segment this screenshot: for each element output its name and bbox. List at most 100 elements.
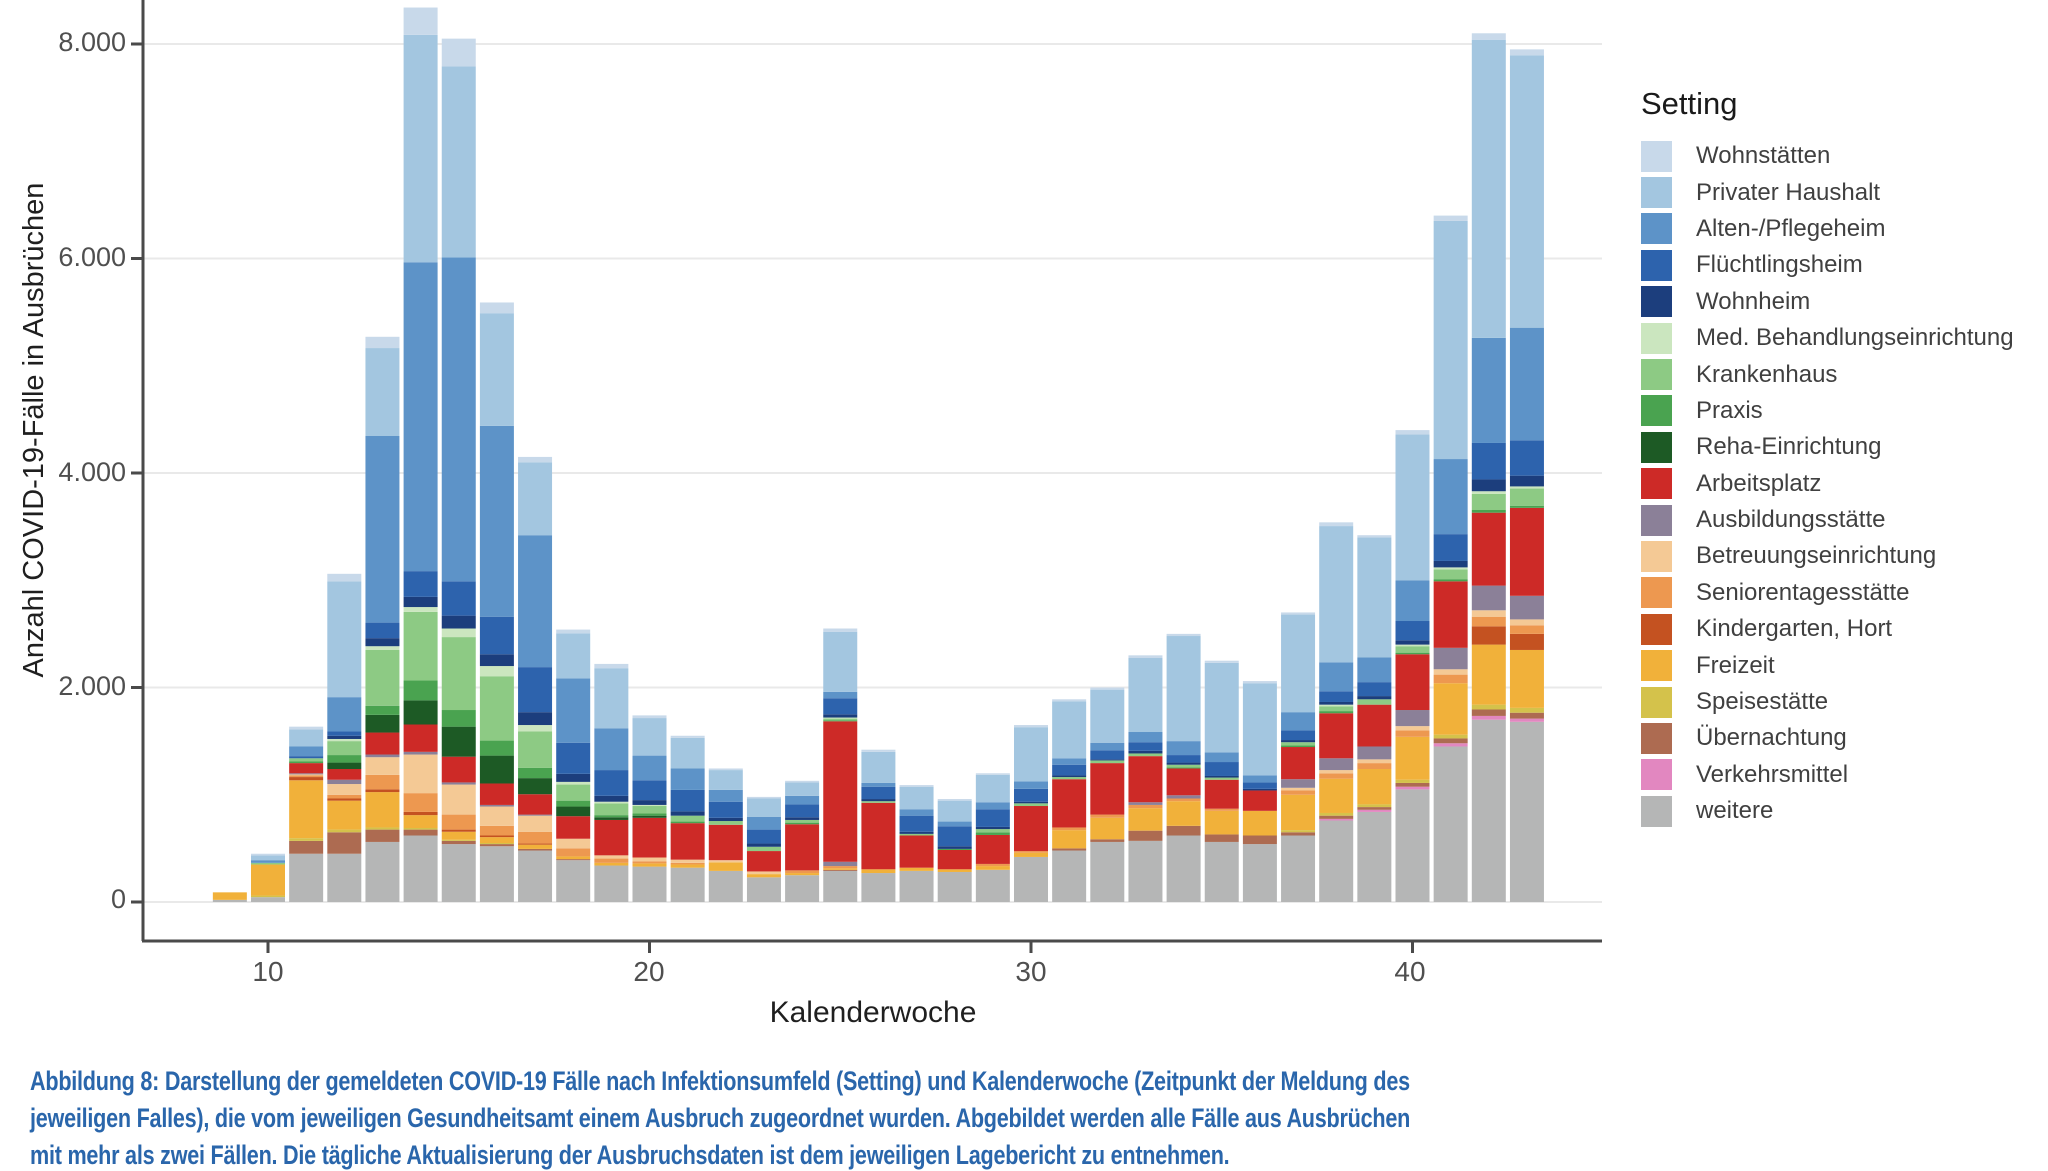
legend-item-16: Speisestätte xyxy=(1641,684,2041,720)
bar-segment-week12 xyxy=(327,784,362,795)
bar-segment-week16 xyxy=(479,740,514,756)
bar-segment-week38 xyxy=(1319,522,1354,527)
bar-segment-week14 xyxy=(403,262,438,572)
bar-segment-week17 xyxy=(518,535,553,668)
bar-segment-week34 xyxy=(1166,762,1201,765)
bar-segment-week35 xyxy=(1204,808,1239,811)
bar-segment-week40 xyxy=(1395,730,1430,737)
bar-segment-week32 xyxy=(1090,750,1125,760)
bar-segment-week11 xyxy=(289,756,324,759)
bar-segment-week13 xyxy=(365,789,400,793)
legend-item-18: Verkehrsmittel xyxy=(1641,757,2041,793)
bar-segment-week14 xyxy=(403,611,438,681)
bar-segment-week34 xyxy=(1166,764,1201,768)
legend-swatch-icon xyxy=(1641,722,1672,754)
bar-segment-week13 xyxy=(365,638,400,647)
bar-segment-week27 xyxy=(899,831,934,834)
bar-segment-week34 xyxy=(1166,636,1201,742)
legend-item-3: Alten-/Pflegeheim xyxy=(1641,211,2041,247)
bar-segment-week41 xyxy=(1433,560,1468,568)
bar-segment-week40 xyxy=(1395,710,1430,727)
bar-segment-week36 xyxy=(1242,790,1277,811)
bar-segment-week26 xyxy=(861,782,896,787)
bar-segment-week42 xyxy=(1471,715,1506,720)
bar-segment-week23 xyxy=(746,874,781,878)
bar-segment-week16 xyxy=(479,755,514,784)
legend-item-label: Verkehrsmittel xyxy=(1696,760,1849,788)
bar-segment-week39 xyxy=(1357,746,1392,760)
bar-segment-week37 xyxy=(1281,779,1316,788)
bar-segment-week40 xyxy=(1395,430,1430,435)
bar-segment-week29 xyxy=(975,802,1010,810)
bar-segment-week28 xyxy=(937,821,972,827)
bar-segment-week38 xyxy=(1319,711,1354,714)
bar-segment-week40 xyxy=(1395,580,1430,622)
bar-segment-week25 xyxy=(823,721,858,862)
bar-segment-week27 xyxy=(899,785,934,787)
bar-segment-week18 xyxy=(556,806,591,817)
bar-segment-week30 xyxy=(1014,806,1048,852)
legend-item-label: Alten-/Pflegeheim xyxy=(1696,214,1886,242)
bar-segment-week14 xyxy=(403,751,438,755)
bar-segment-week26 xyxy=(861,869,896,874)
bar-segment-week26 xyxy=(861,802,896,870)
bar-segment-week37 xyxy=(1281,742,1316,746)
bar-segment-week14 xyxy=(403,835,438,902)
bar-segment-week37 xyxy=(1281,794,1316,831)
bar-segment-week39 xyxy=(1357,807,1392,810)
bar-segment-week42 xyxy=(1471,644,1506,705)
legend-item-7: Krankenhaus xyxy=(1641,356,2041,392)
bar-segment-week41 xyxy=(1433,738,1468,744)
bar-segment-week43 xyxy=(1509,625,1544,634)
bar-segment-week32 xyxy=(1090,839,1125,842)
bar-segment-week19 xyxy=(594,801,629,804)
bar-segment-week18 xyxy=(556,678,591,743)
bar-segment-week38 xyxy=(1319,701,1354,705)
legend-item-label: Med. Behandlungseinrichtung xyxy=(1696,324,2014,352)
bar-segment-week20 xyxy=(632,863,667,867)
bar-segment-week26 xyxy=(861,799,896,802)
bar-segment-week42 xyxy=(1471,719,1506,902)
bar-segment-week13 xyxy=(365,754,400,758)
bar-segment-week15 xyxy=(441,38,476,67)
bar-segment-week11 xyxy=(289,840,324,854)
bar-segment-week12 xyxy=(327,738,362,742)
bar-segment-week16 xyxy=(479,616,514,655)
bar-segment-week19 xyxy=(594,815,629,818)
bar-segment-week30 xyxy=(1014,856,1048,902)
bar-segment-week20 xyxy=(632,780,667,801)
legend-swatch-icon xyxy=(1641,359,1672,391)
bar-segment-week38 xyxy=(1319,526,1354,663)
legend-item-label: Kindergarten, Hort xyxy=(1696,615,1893,643)
bar-segment-week13 xyxy=(365,435,400,623)
bar-segment-week17 xyxy=(518,712,553,726)
bar-segment-week16 xyxy=(479,835,514,838)
bar-segment-week19 xyxy=(594,795,629,802)
bar-segment-week32 xyxy=(1090,687,1125,690)
bar-segment-week36 xyxy=(1242,810,1277,836)
bar-segment-week38 xyxy=(1319,691,1354,702)
bar-segment-week16 xyxy=(479,425,514,617)
bar-segment-week33 xyxy=(1128,658,1163,733)
bar-segment-week11 xyxy=(289,853,324,902)
bar-segment-week41 xyxy=(1433,734,1468,739)
legend-swatch-icon xyxy=(1641,686,1672,718)
bar-segment-week38 xyxy=(1319,815,1354,819)
bar-segment-week35 xyxy=(1204,662,1239,753)
bar-segment-week20 xyxy=(632,718,667,756)
bar-segment-week33 xyxy=(1128,804,1163,809)
bar-segment-week27 xyxy=(899,870,934,902)
bar-segment-week31 xyxy=(1052,848,1087,851)
bar-segment-week14 xyxy=(403,700,438,725)
bar-segment-week41 xyxy=(1433,743,1468,747)
bar-segment-week17 xyxy=(518,767,553,779)
bar-segment-week42 xyxy=(1471,704,1506,710)
bar-segment-week28 xyxy=(937,848,972,850)
bar-segment-week12 xyxy=(327,573,362,582)
bar-segment-week34 xyxy=(1166,801,1201,826)
bar-segment-week23 xyxy=(746,816,781,830)
bar-segment-week16 xyxy=(479,837,514,844)
bar-segment-week21 xyxy=(670,821,705,824)
bar-segment-week40 xyxy=(1395,786,1430,790)
bar-segment-week12 xyxy=(327,794,362,799)
